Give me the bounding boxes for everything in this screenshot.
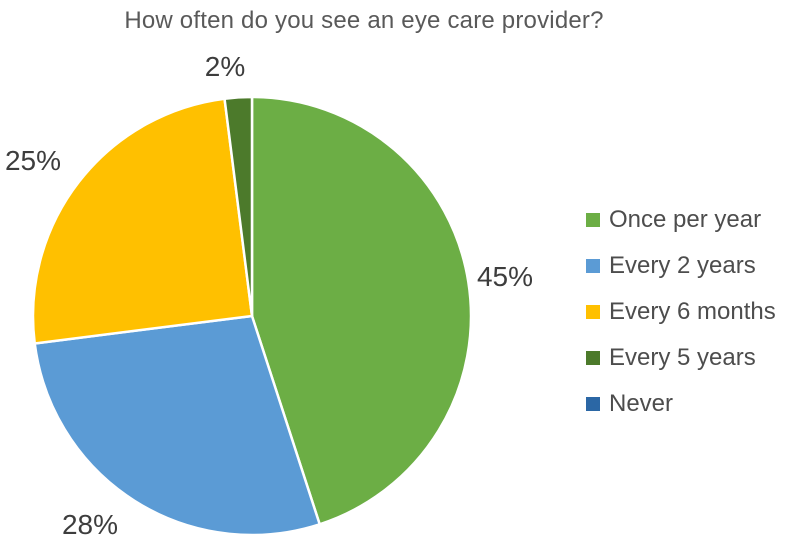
pie-slice-every-6-months — [31, 97, 254, 345]
legend-item-once-per-year: Once per year — [586, 205, 776, 235]
legend: Once per year Every 2 years Every 6 mont… — [586, 205, 776, 419]
legend-swatch-every-2-years-icon — [586, 259, 600, 273]
pie-slice-every-5-years — [223, 95, 254, 318]
legend-item-every-6-months: Every 6 months — [586, 297, 776, 327]
data-label-once-per-year: 45% — [476, 261, 534, 292]
legend-item-never: Never — [586, 389, 776, 419]
legend-swatch-never-icon — [586, 397, 600, 411]
legend-item-every-5-years: Every 5 years — [586, 343, 776, 373]
legend-label: Every 2 years — [609, 252, 756, 279]
chart-title: How often do you see an eye care provide… — [124, 7, 604, 34]
legend-label: Every 6 months — [609, 298, 776, 325]
data-label-every-5-years: 2% — [204, 51, 246, 82]
data-label-every-6-months: 25% — [4, 145, 62, 176]
legend-swatch-once-per-year-icon — [586, 213, 600, 227]
legend-swatch-every-6-months-icon — [586, 305, 600, 319]
legend-swatch-every-5-years-icon — [586, 351, 600, 365]
pie-slice-once-per-year — [250, 95, 473, 526]
legend-label: Never — [609, 390, 674, 417]
pie-slice-every-2-years — [33, 314, 321, 537]
legend-label: Every 5 years — [609, 344, 756, 371]
data-label-every-2-years: 28% — [61, 509, 119, 540]
legend-label: Once per year — [609, 206, 762, 233]
legend-item-every-2-years: Every 2 years — [586, 251, 776, 281]
